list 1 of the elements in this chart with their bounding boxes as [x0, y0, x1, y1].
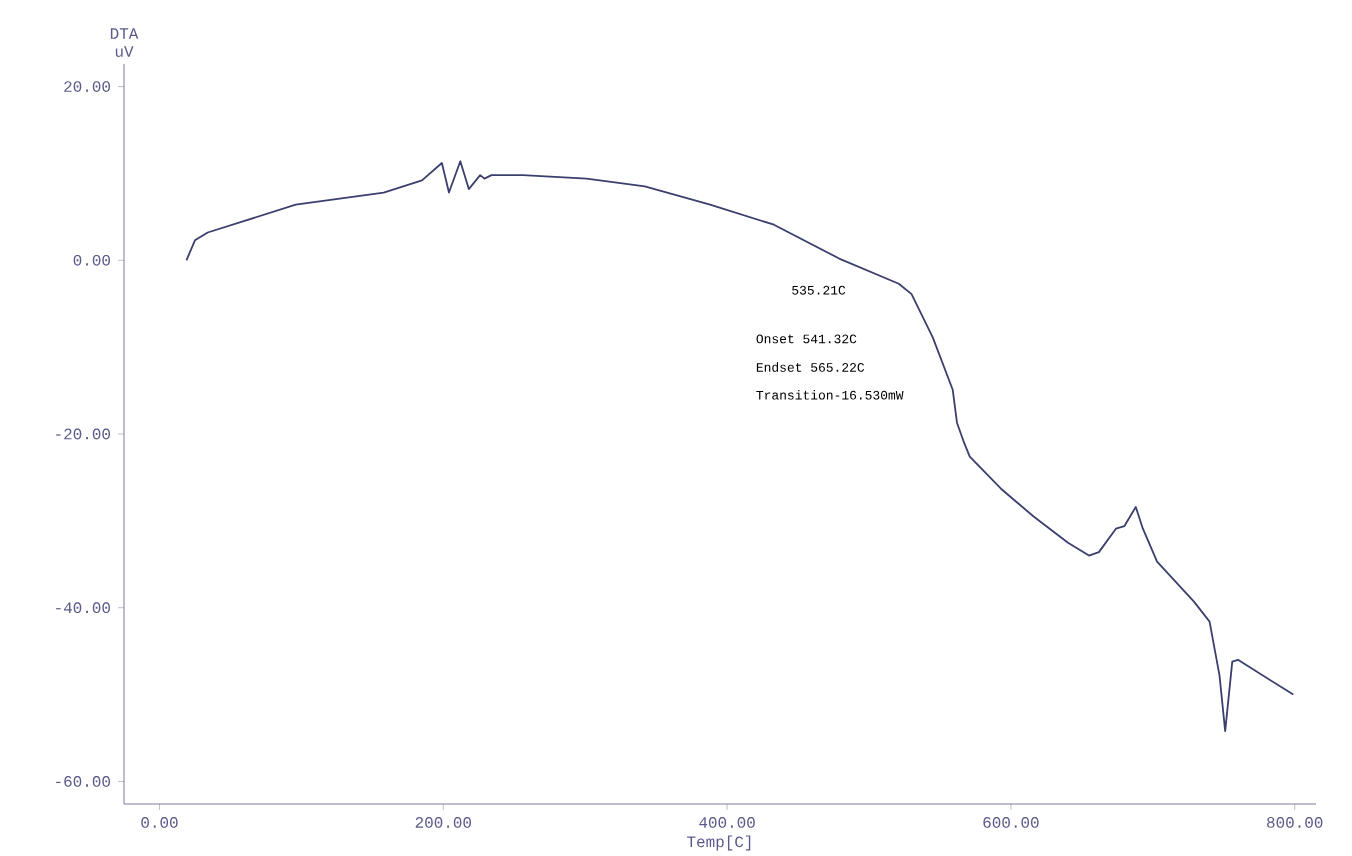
line-series [185, 160, 1295, 732]
